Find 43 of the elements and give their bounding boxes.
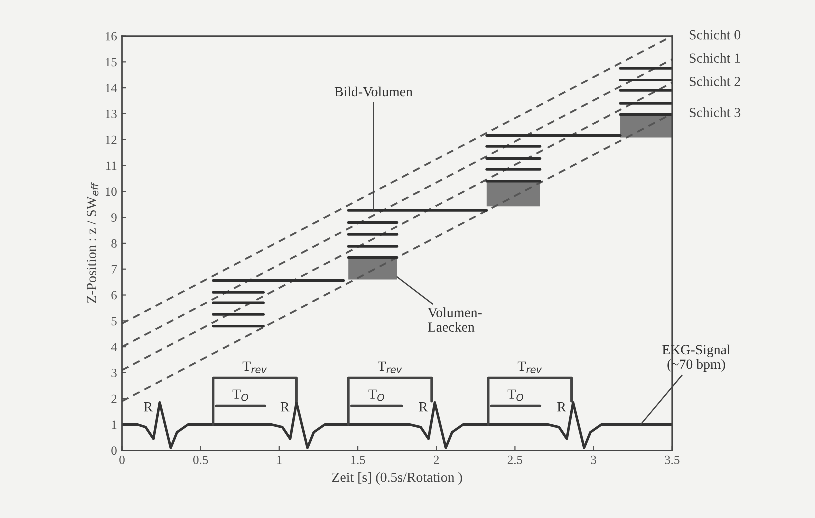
y-tick-label: 11 [106, 162, 117, 170]
x-tick-label: 1.5 [351, 456, 366, 464]
y-tick-label: 8 [112, 239, 117, 248]
y-tick-label: 3 [112, 369, 117, 378]
x-tick-label: 3.5 [665, 456, 680, 464]
x-tick-label: 2.5 [508, 456, 523, 464]
x-tick-label: 3 [591, 456, 596, 464]
y-tick-label: 2 [112, 394, 117, 404]
annotation: Bild-Volumen [334, 86, 413, 97]
annotation: T$_{rev}$ [242, 362, 268, 374]
annotation: T$_{O}$ [368, 390, 384, 402]
x-tick-label: 0 [120, 456, 125, 464]
annotation: R [144, 402, 154, 412]
x-axis-title: Zeit [s] (0.5s/Rotation ) [332, 472, 462, 486]
annotation: R [280, 402, 290, 412]
y-tick-label: 7 [112, 266, 118, 274]
annotation: T$_{O}$ [508, 390, 524, 402]
annotation: T$_{rev}$ [518, 362, 542, 374]
x-tick-label: 2 [434, 456, 440, 464]
y-tick-label: 13 [106, 110, 117, 118]
y-tick-label: 6 [112, 291, 118, 300]
y-tick-label: 4 [111, 343, 118, 352]
x-tick-label: 1 [277, 456, 282, 464]
y-tick-label: 16 [106, 32, 118, 41]
y-tick-label: 5 [112, 317, 117, 326]
y-tick-label: 9 [112, 214, 117, 222]
series-label: Schicht 1 [690, 53, 740, 64]
series-label: Schicht 0 [690, 30, 741, 40]
y-tick-label: 0 [112, 446, 117, 456]
x-tick-label: 0.5 [194, 456, 208, 464]
annotation: T$_{rev}$ [378, 362, 402, 374]
y-tick-label: 12 [106, 136, 117, 144]
series-label: Schicht 2 [690, 76, 740, 86]
y-tick-label: 1 [112, 420, 117, 430]
annotation: R [419, 402, 428, 412]
y-tick-label: 14 [106, 84, 118, 92]
annotation: T$_{O}$ [232, 390, 248, 402]
y-axis-title: Z-Position : z / SW$_{eff}$ [87, 182, 99, 304]
y-tick-label: 10 [106, 188, 117, 196]
y-tick-label: 15 [106, 58, 117, 67]
annotation: Volumen- Laecken [428, 308, 482, 332]
annotation: R [558, 402, 566, 412]
series-label: Schicht 3 [690, 108, 741, 118]
